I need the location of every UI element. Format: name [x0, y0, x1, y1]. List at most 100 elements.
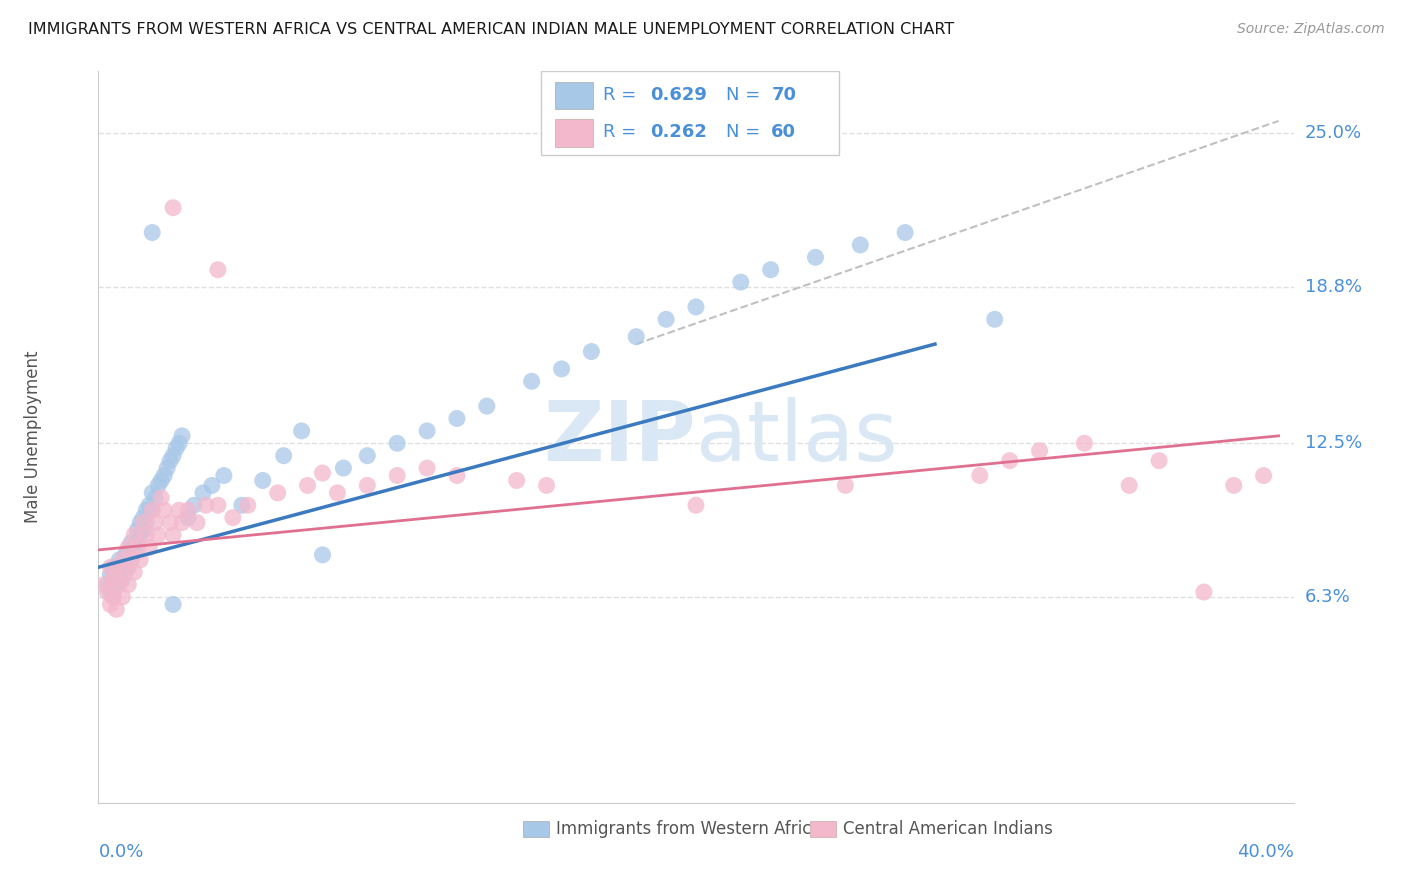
Point	[111, 573, 134, 587]
Point	[894, 226, 917, 240]
Point	[1028, 443, 1050, 458]
Point	[273, 449, 295, 463]
Text: R =: R =	[603, 87, 641, 104]
FancyBboxPatch shape	[555, 119, 593, 146]
Point	[127, 541, 149, 555]
Point	[730, 275, 752, 289]
Point	[685, 498, 707, 512]
Text: 25.0%: 25.0%	[1305, 124, 1362, 143]
Point	[117, 541, 139, 555]
Point	[120, 553, 142, 567]
FancyBboxPatch shape	[523, 821, 548, 838]
Point	[103, 573, 125, 587]
Point	[536, 478, 558, 492]
Point	[105, 565, 128, 579]
Point	[103, 573, 125, 587]
Point	[124, 541, 146, 555]
Point	[834, 478, 856, 492]
Point	[222, 510, 245, 524]
Point	[1118, 478, 1140, 492]
Point	[103, 560, 125, 574]
Text: ZIP: ZIP	[544, 397, 696, 477]
Point	[129, 553, 152, 567]
Point	[127, 523, 149, 537]
Text: 0.262: 0.262	[651, 123, 707, 141]
Point	[162, 449, 184, 463]
Point	[1253, 468, 1275, 483]
Point	[124, 528, 146, 542]
Point	[1192, 585, 1215, 599]
Point	[626, 329, 648, 343]
Point	[129, 528, 152, 542]
FancyBboxPatch shape	[541, 71, 839, 155]
Point	[138, 541, 160, 555]
Point	[117, 560, 139, 574]
Point	[804, 250, 827, 264]
Point	[655, 312, 678, 326]
Text: 0.629: 0.629	[651, 87, 707, 104]
Text: atlas: atlas	[696, 397, 897, 477]
Point	[132, 516, 155, 530]
Text: Immigrants from Western Africa: Immigrants from Western Africa	[557, 820, 821, 838]
Point	[159, 516, 181, 530]
Point	[162, 598, 184, 612]
Point	[311, 548, 333, 562]
Text: 40.0%: 40.0%	[1237, 843, 1294, 861]
Point	[108, 567, 131, 582]
Point	[132, 510, 155, 524]
Point	[520, 374, 543, 388]
Point	[191, 486, 214, 500]
Point	[326, 486, 349, 500]
Point	[124, 565, 146, 579]
Point	[111, 553, 134, 567]
Point	[416, 424, 439, 438]
Text: Source: ZipAtlas.com: Source: ZipAtlas.com	[1237, 22, 1385, 37]
Point	[117, 542, 139, 557]
Point	[506, 474, 529, 488]
Point	[416, 461, 439, 475]
Point	[186, 516, 208, 530]
Point	[1147, 453, 1170, 467]
Point	[311, 466, 333, 480]
Point	[252, 474, 274, 488]
Text: N =: N =	[725, 87, 766, 104]
Point	[236, 498, 259, 512]
Point	[297, 478, 319, 492]
Point	[385, 436, 409, 450]
Point	[195, 498, 218, 512]
Point	[105, 577, 128, 591]
Point	[446, 411, 468, 425]
Point	[165, 442, 187, 456]
FancyBboxPatch shape	[555, 81, 593, 110]
Point	[108, 577, 131, 591]
Point	[96, 585, 118, 599]
Point	[132, 523, 155, 537]
Point	[267, 486, 290, 500]
Point	[148, 528, 170, 542]
Point	[177, 510, 200, 524]
Point	[96, 577, 118, 591]
Point	[356, 478, 378, 492]
Text: 60: 60	[772, 123, 796, 141]
Point	[581, 344, 603, 359]
Point	[984, 312, 1007, 326]
Text: Central American Indians: Central American Indians	[844, 820, 1053, 838]
Point	[114, 548, 136, 562]
Text: 0.0%: 0.0%	[98, 843, 143, 861]
Point	[475, 399, 498, 413]
Point	[117, 577, 139, 591]
Point	[685, 300, 707, 314]
Point	[385, 468, 409, 483]
Point	[153, 503, 176, 517]
Point	[105, 565, 128, 579]
Point	[969, 468, 991, 483]
Point	[135, 503, 157, 517]
Point	[98, 567, 122, 582]
Point	[172, 516, 194, 530]
Point	[998, 453, 1021, 467]
Text: R =: R =	[603, 123, 641, 141]
Point	[120, 553, 142, 567]
Point	[103, 590, 125, 604]
Point	[207, 262, 229, 277]
Point	[93, 577, 115, 591]
